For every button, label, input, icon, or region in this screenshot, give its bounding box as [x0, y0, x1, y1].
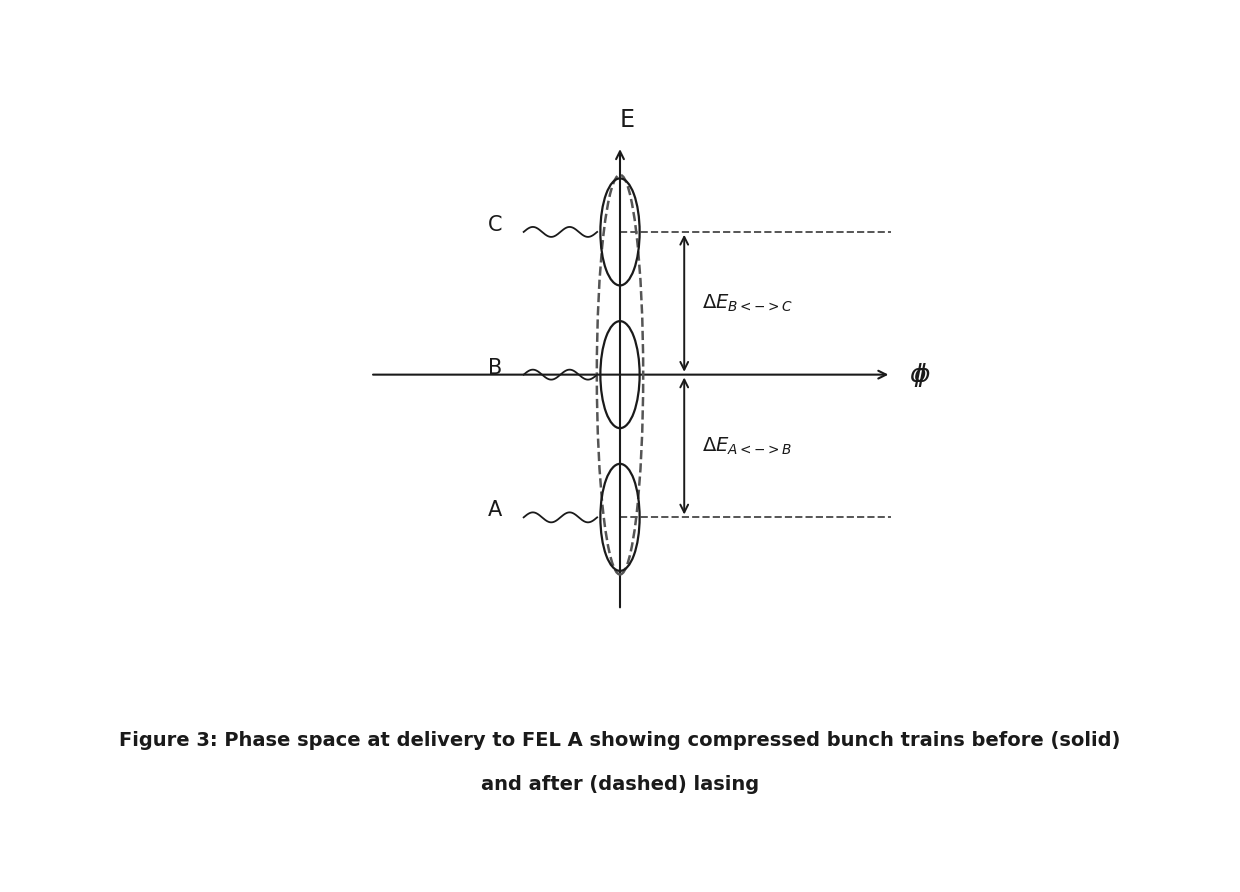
Text: B: B: [489, 358, 502, 377]
Text: C: C: [487, 215, 502, 235]
Text: Figure 3: Phase space at delivery to FEL A showing compressed bunch trains befor: Figure 3: Phase space at delivery to FEL…: [119, 731, 1121, 750]
Text: $\phi$: $\phi$: [913, 360, 930, 389]
Text: A: A: [489, 500, 502, 520]
Text: E: E: [620, 108, 635, 132]
Text: $\phi$: $\phi$: [909, 360, 926, 389]
Text: $\Delta E_{B<->C}$: $\Delta E_{B<->C}$: [702, 293, 794, 314]
Text: $\Delta E_{A<->B}$: $\Delta E_{A<->B}$: [702, 435, 792, 457]
Text: and after (dashed) lasing: and after (dashed) lasing: [481, 775, 759, 795]
